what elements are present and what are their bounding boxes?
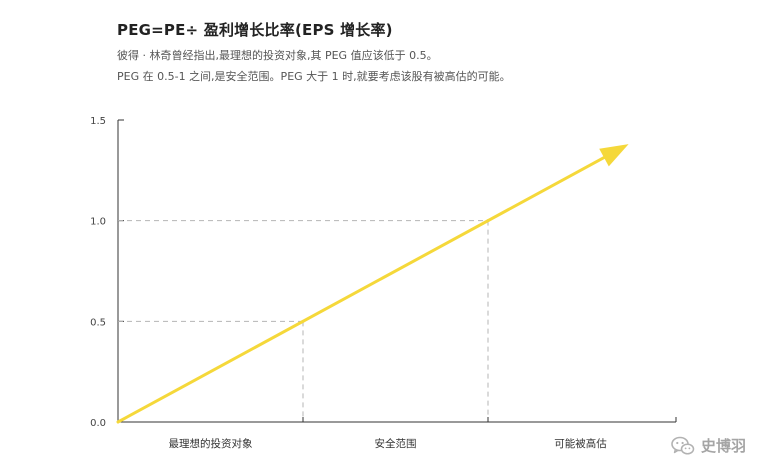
peg-line-arrowhead [599, 144, 629, 167]
y-tick-label-0: 0.0 [90, 418, 106, 429]
chart-title: PEG=PE÷ 盈利增长比率(EPS 增长率) [117, 21, 393, 39]
description-line-1: 彼得 · 林奇曾经指出,最理想的投资对象,其 PEG 值应该低于 0.5。 [117, 49, 438, 62]
y-tick-label-2: 1.0 [90, 217, 106, 228]
zone-label-1: 安全范围 [375, 437, 417, 450]
y-tick-label-3: 1.5 [90, 116, 106, 127]
zone-label-2: 可能被高估 [554, 437, 607, 450]
description-line-2: PEG 在 0.5-1 之间,是安全范围。PEG 大于 1 时,就要考虑该股有被… [117, 70, 511, 83]
watermark: 史博羽 [671, 435, 746, 456]
chart-header: PEG=PE÷ 盈利增长比率(EPS 增长率) 彼得 · 林奇曾经指出,最理想的… [117, 18, 737, 87]
y-tick-label-1: 0.5 [90, 317, 106, 328]
reference-point-1 [486, 219, 490, 223]
wechat-icon [671, 436, 695, 455]
reference-point-0 [301, 319, 305, 323]
watermark-text: 史博羽 [700, 437, 746, 455]
zone-label-0: 最理想的投资对象 [169, 437, 253, 450]
peg-line [116, 156, 606, 424]
